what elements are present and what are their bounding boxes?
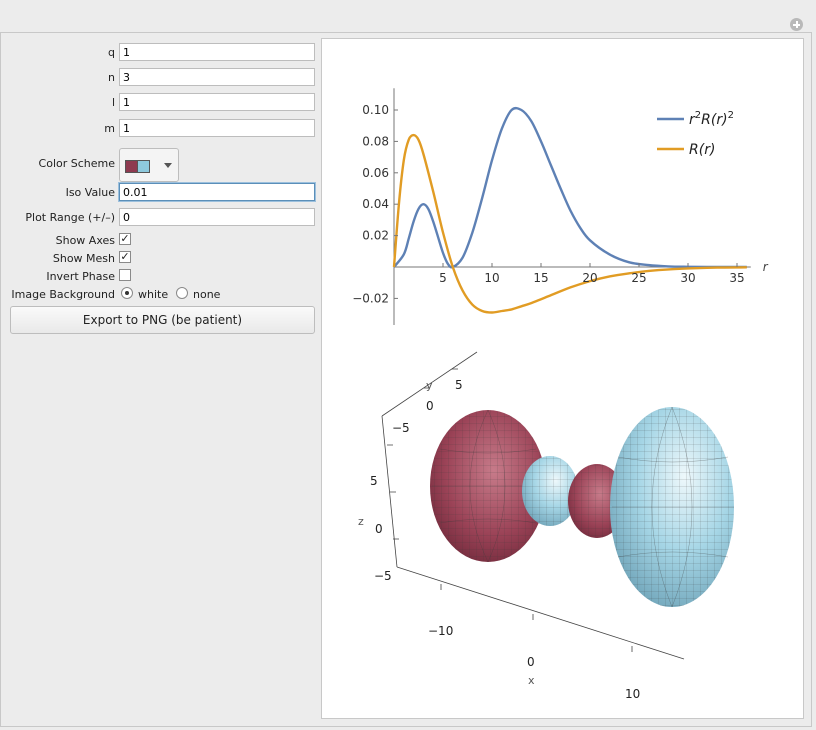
y-tick-label: 0.10	[362, 103, 389, 117]
x-tick-3d-neg10: −10	[428, 624, 453, 638]
m-input[interactable]	[119, 119, 315, 137]
show-mesh-row: Show Mesh ✓	[1, 249, 321, 269]
x-tick-label: 15	[533, 271, 548, 285]
q-input[interactable]	[119, 43, 315, 61]
orbital-3d-plot: y 5 0 −5 5 z 0 −5 −10 0 x 10	[358, 351, 734, 701]
y-tick-label: 0.06	[362, 166, 389, 180]
image-background-row: Image Background white none	[1, 285, 321, 305]
show-axes-label: Show Axes	[55, 234, 115, 247]
manipulate-panel: q n l m Color Scheme Iso Value	[0, 32, 812, 727]
invert-phase-label: Invert Phase	[46, 270, 115, 283]
color-scheme-row: Color Scheme	[1, 148, 321, 182]
x-tick-label: 25	[631, 271, 646, 285]
axis-line-y	[381, 351, 478, 417]
y-tick-label: 0.04	[362, 197, 389, 211]
n-row: n	[1, 68, 321, 88]
series-R-line	[392, 133, 747, 314]
z-axis-label-3d: z	[358, 515, 364, 528]
axis-line-z	[381, 415, 398, 568]
color-scheme-dropdown[interactable]	[119, 148, 179, 182]
l-label: l	[111, 96, 115, 109]
y-tick-label: −0.02	[352, 291, 389, 305]
invert-phase-row: Invert Phase	[1, 267, 321, 287]
output-panel: 5 10 15 20 25 30 35 0.10 0.08 0.06 0.04 0.02 −0.02 r …	[321, 38, 804, 719]
y-tick-label: 0.02	[362, 229, 389, 243]
lobe-positive-small	[522, 456, 578, 526]
l-row: l	[1, 93, 321, 113]
controls-panel: q n l m Color Scheme Iso Value	[1, 33, 321, 373]
color-scheme-label: Color Scheme	[38, 157, 115, 170]
z-tick-3d-neg5: −5	[374, 569, 392, 583]
x-tick-label: 5	[439, 271, 447, 285]
y-axis-label-3d: y	[426, 379, 433, 392]
m-label: m	[104, 122, 115, 135]
lobe-positive-large	[610, 406, 734, 608]
add-icon[interactable]	[790, 18, 803, 31]
radio-white-label[interactable]: white	[138, 288, 169, 301]
y-tick-3d-neg5: −5	[392, 421, 410, 435]
export-png-button[interactable]: Export to PNG (be patient)	[10, 306, 315, 334]
radio-white[interactable]	[121, 287, 133, 299]
n-input[interactable]	[119, 68, 315, 86]
x-tick-label: 10	[484, 271, 499, 285]
show-mesh-label: Show Mesh	[52, 252, 115, 265]
x-tick-label: 35	[729, 271, 744, 285]
m-row: m	[1, 119, 321, 139]
show-axes-row: Show Axes ✓	[1, 231, 321, 251]
y-tick-3d-0: 0	[426, 399, 434, 413]
l-input[interactable]	[119, 93, 315, 111]
legend-label-r2R2: r2R(r)2	[689, 110, 734, 128]
q-row: q	[1, 43, 321, 63]
x-tick-3d-0: 0	[527, 655, 535, 669]
image-background-label: Image Background	[11, 288, 115, 301]
x-axis-label-3d: x	[528, 674, 535, 687]
n-label: n	[108, 71, 115, 84]
radio-none[interactable]	[176, 287, 188, 299]
y-tick-3d-5: 5	[455, 378, 463, 392]
show-mesh-checkbox[interactable]: ✓	[119, 250, 131, 263]
radio-none-label[interactable]: none	[193, 288, 221, 301]
plot-range-input[interactable]	[119, 208, 315, 226]
x-tick-3d-10: 10	[625, 687, 640, 701]
x-tick-label: 30	[680, 271, 695, 285]
radial-chart: 5 10 15 20 25 30 350.100.080.060.040.02−0.02r …	[352, 88, 769, 325]
iso-value-label: Iso Value	[65, 186, 115, 199]
lobe-negative-large	[430, 409, 546, 563]
y-tick-label: 0.08	[362, 134, 389, 148]
show-axes-checkbox[interactable]: ✓	[119, 232, 131, 245]
x-tick-label: 20	[582, 271, 597, 285]
plot-range-label: Plot Range (+/–)	[25, 211, 115, 224]
invert-phase-checkbox[interactable]	[119, 269, 131, 281]
q-label: q	[108, 46, 115, 59]
iso-value-input[interactable]	[119, 183, 315, 201]
plot-range-row: Plot Range (+/–)	[1, 208, 321, 228]
chevron-down-icon	[164, 163, 172, 168]
x-axis-label: r	[763, 260, 769, 274]
z-tick-3d-0: 0	[375, 522, 383, 536]
color-swatch-positive	[137, 160, 150, 173]
iso-value-row: Iso Value	[1, 183, 321, 203]
legend-label-R: R(r)	[689, 142, 715, 158]
axis-line-x	[396, 566, 685, 660]
series-r2R2-line	[393, 106, 747, 269]
z-tick-3d-5: 5	[370, 474, 378, 488]
